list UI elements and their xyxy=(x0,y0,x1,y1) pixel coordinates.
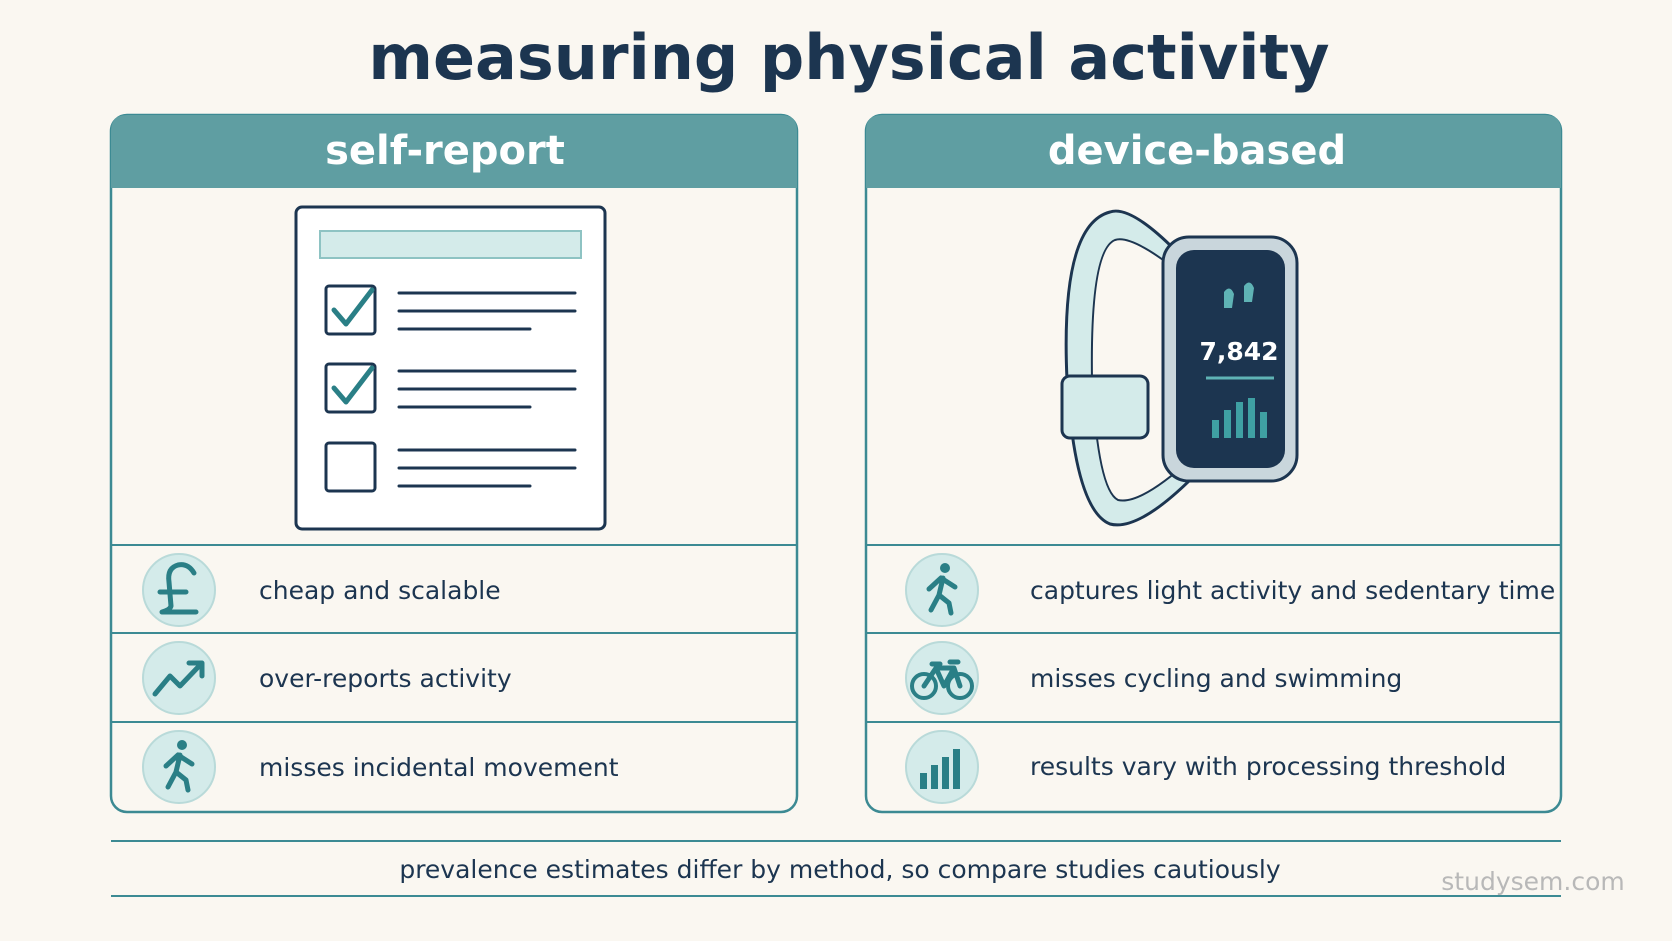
footer-text: prevalence estimates differ by method, s… xyxy=(399,855,1281,884)
icon-walker xyxy=(142,730,216,804)
item-text: cheap and scalable xyxy=(259,576,501,605)
item-text: misses incidental movement xyxy=(259,753,619,782)
icon-bicycle xyxy=(905,641,979,715)
panel-header-bg xyxy=(866,115,1561,188)
panel-self-report: self-report cheap and scalable over-repo… xyxy=(109,113,799,814)
title: measuring physical activity xyxy=(368,21,1329,94)
watermark: studysem.com xyxy=(1441,867,1624,896)
panel-header: self-report xyxy=(325,128,565,174)
item-text: over-reports activity xyxy=(259,664,512,693)
device-display: 7,842 xyxy=(1199,337,1278,366)
item-text: captures light activity and sedentary ti… xyxy=(1030,576,1555,605)
icon-bars xyxy=(905,730,979,804)
watch-icon xyxy=(1060,209,1299,527)
panel-header-bg xyxy=(111,115,797,188)
panel-header: device-based xyxy=(1048,128,1346,174)
item-text: misses cycling and swimming xyxy=(1030,664,1402,693)
icon-walker xyxy=(905,553,979,627)
item-text: results vary with processing threshold xyxy=(1030,752,1506,781)
form-icon xyxy=(294,205,607,531)
panel-device-based: device-based 7,842 captures light activi… xyxy=(864,113,1563,814)
icon-trend xyxy=(142,641,216,715)
icon-pound xyxy=(142,553,216,627)
